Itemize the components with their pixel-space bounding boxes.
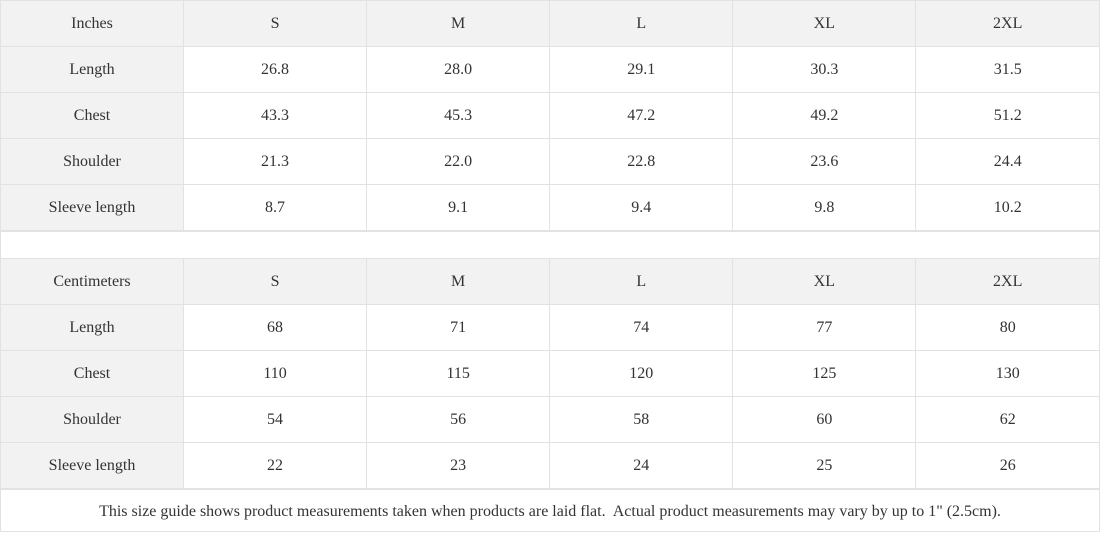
- measure-value: 60: [732, 396, 917, 443]
- measure-row: Chest 110 115 120 125 130: [1, 350, 1099, 397]
- measure-name: Shoulder: [1, 138, 184, 185]
- measure-value: 23.6: [732, 138, 917, 185]
- measure-value: 28.0: [366, 46, 551, 93]
- table-gap: [1, 231, 1099, 258]
- measure-value: 9.8: [732, 184, 917, 231]
- measure-name: Sleeve length: [1, 442, 184, 489]
- measure-value: 24: [549, 442, 734, 489]
- measure-value: 47.2: [549, 92, 734, 139]
- header-row: Inches S M L XL 2XL: [1, 1, 1099, 47]
- tables: Inches S M L XL 2XL Length 26.8 28.0 29.1 30.3 31.5…: [1, 1, 1099, 489]
- measure-value: 21.3: [182, 138, 368, 185]
- measure-value: 80: [915, 304, 1099, 351]
- size-label: S: [182, 258, 368, 305]
- measure-value: 26.8: [182, 46, 368, 93]
- size-label: XL: [732, 258, 917, 305]
- measure-row: Chest 43.3 45.3 47.2 49.2 51.2: [1, 92, 1099, 139]
- size-table: Inches S M L XL 2XL Length 26.8 28.0 29.1 30.3 31.5…: [1, 1, 1099, 231]
- measure-value: 58: [549, 396, 734, 443]
- size-label: 2XL: [915, 1, 1099, 47]
- measure-value: 49.2: [732, 92, 917, 139]
- measure-value: 9.1: [366, 184, 551, 231]
- measure-row: Length 68 71 74 77 80: [1, 304, 1099, 351]
- measure-value: 51.2: [915, 92, 1099, 139]
- measure-name: Length: [1, 46, 184, 93]
- measure-row: Length 26.8 28.0 29.1 30.3 31.5: [1, 46, 1099, 93]
- measure-row: Shoulder 54 56 58 60 62: [1, 396, 1099, 443]
- size-label: M: [366, 1, 551, 47]
- measure-name: Chest: [1, 92, 184, 139]
- measure-value: 24.4: [915, 138, 1099, 185]
- size-label: L: [549, 1, 734, 47]
- size-label: S: [182, 1, 368, 47]
- measure-value: 29.1: [549, 46, 734, 93]
- measure-value: 22: [182, 442, 368, 489]
- measure-value: 9.4: [549, 184, 734, 231]
- measure-value: 71: [366, 304, 551, 351]
- size-label: XL: [732, 1, 917, 47]
- measure-value: 68: [182, 304, 368, 351]
- measure-value: 120: [549, 350, 734, 397]
- measure-name: Length: [1, 304, 184, 351]
- measure-row: Shoulder 21.3 22.0 22.8 23.6 24.4: [1, 138, 1099, 185]
- measure-value: 130: [915, 350, 1099, 397]
- measure-value: 22.8: [549, 138, 734, 185]
- measure-value: 30.3: [732, 46, 917, 93]
- measure-value: 56: [366, 396, 551, 443]
- measure-value: 22.0: [366, 138, 551, 185]
- size-table: Centimeters S M L XL 2XL Length 68 71 74 77 80 Chest…: [1, 258, 1099, 489]
- measure-value: 125: [732, 350, 917, 397]
- measure-row: Sleeve length 22 23 24 25 26: [1, 442, 1099, 489]
- measure-name: Chest: [1, 350, 184, 397]
- measure-value: 115: [366, 350, 551, 397]
- measure-value: 74: [549, 304, 734, 351]
- measure-value: 25: [732, 442, 917, 489]
- header-row: Centimeters S M L XL 2XL: [1, 258, 1099, 305]
- measure-value: 77: [732, 304, 917, 351]
- unit-label: Inches: [1, 1, 184, 47]
- measure-value: 26: [915, 442, 1099, 489]
- size-label: 2XL: [915, 258, 1099, 305]
- measure-value: 10.2: [915, 184, 1099, 231]
- measure-value: 54: [182, 396, 368, 443]
- measure-name: Shoulder: [1, 396, 184, 443]
- measure-value: 31.5: [915, 46, 1099, 93]
- measure-value: 62: [915, 396, 1099, 443]
- size-label: M: [366, 258, 551, 305]
- measure-value: 23: [366, 442, 551, 489]
- unit-label: Centimeters: [1, 258, 184, 305]
- footer-note: This size guide shows product measuremen…: [1, 489, 1099, 534]
- size-label: L: [549, 258, 734, 305]
- measure-row: Sleeve length 8.7 9.1 9.4 9.8 10.2: [1, 184, 1099, 231]
- measure-name: Sleeve length: [1, 184, 184, 231]
- measure-value: 45.3: [366, 92, 551, 139]
- measure-value: 8.7: [182, 184, 368, 231]
- measure-value: 110: [182, 350, 368, 397]
- measure-value: 43.3: [182, 92, 368, 139]
